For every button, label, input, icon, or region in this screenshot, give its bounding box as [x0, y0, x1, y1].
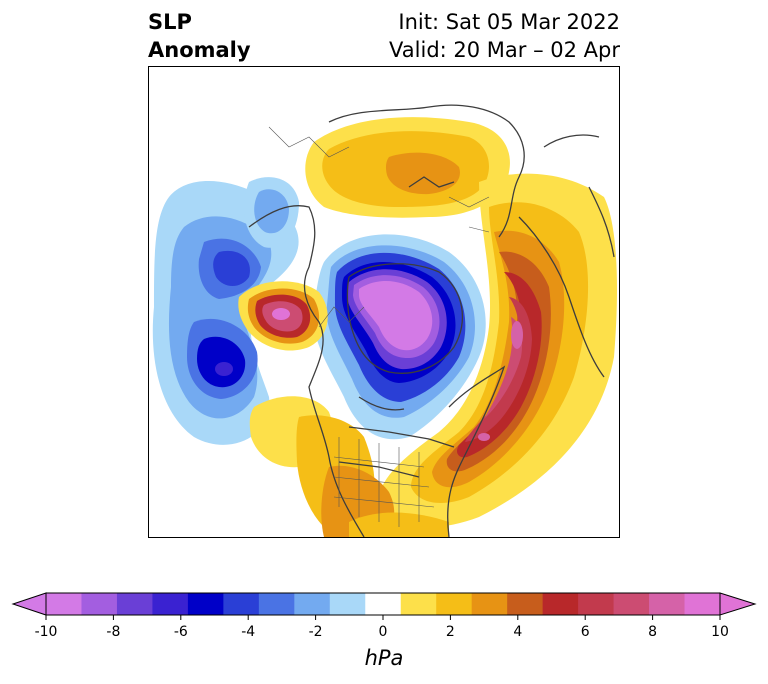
colorbar-segment	[542, 593, 579, 615]
low-arctic	[313, 234, 486, 440]
colorbar-tick-label: -2	[308, 624, 323, 640]
colorbar-segment	[649, 593, 686, 615]
low-pacific	[152, 180, 299, 445]
colorbar-segment	[46, 593, 83, 615]
colorbar-tick-label: 0	[378, 624, 388, 640]
colorbar-segment	[365, 593, 402, 615]
colorbar-tick-label: 4	[513, 624, 523, 640]
colorbar-segment	[436, 593, 473, 615]
colorbar-segment	[471, 593, 508, 615]
colorbar-extend-low	[11, 592, 47, 616]
colorbar-tick-label: -8	[106, 624, 121, 640]
high-north-america	[249, 396, 449, 537]
colorbar-tick-label: 8	[648, 624, 658, 640]
title-line-1: SLP	[148, 10, 192, 34]
valid-date: Valid: 20 Mar – 02 Apr	[389, 38, 620, 62]
colorbar-ticks	[45, 615, 721, 620]
colorbar-segment	[578, 593, 615, 615]
high-alaska	[238, 281, 328, 351]
colorbar-segment	[258, 593, 295, 615]
high-eurasia	[305, 117, 510, 218]
colorbar-segment	[81, 593, 118, 615]
colorbar-segment	[294, 593, 331, 615]
colorbar-segment	[223, 593, 260, 615]
colorbar-segment	[187, 593, 224, 615]
colorbar-segment	[400, 593, 437, 615]
colorbar-segment	[684, 593, 721, 615]
colorbar-tick-label: 2	[445, 624, 455, 640]
colorbar-tick-label: 10	[711, 624, 729, 640]
state-borders	[268, 126, 490, 527]
colorbar-segments	[46, 593, 721, 615]
colorbar-segment	[507, 593, 544, 615]
high-atlantic	[378, 173, 617, 528]
colorbar-tick-label: -6	[173, 624, 188, 640]
init-date: Init: Sat 05 Mar 2022	[398, 10, 620, 34]
colorbar-segment	[116, 593, 154, 615]
colorbar-segment	[613, 593, 650, 615]
colorbar-tick-label: 6	[580, 624, 590, 640]
colorbar-extend-high	[719, 592, 757, 616]
colorbar-tick-label: -10	[34, 624, 58, 640]
colorbar-units: hPa	[364, 646, 404, 670]
title-line-2: Anomaly	[148, 38, 251, 62]
colorbar-segment	[329, 593, 366, 615]
date-info: Init: Sat 05 Mar 2022 Valid: 20 Mar – 02…	[389, 8, 620, 64]
colorbar-tick-label: -4	[241, 624, 256, 640]
colorbar-segment	[152, 593, 189, 615]
map-panel	[148, 66, 620, 538]
anomaly-map	[152, 104, 617, 537]
colorbar	[11, 592, 757, 620]
map-title: SLP Anomaly	[148, 8, 251, 64]
